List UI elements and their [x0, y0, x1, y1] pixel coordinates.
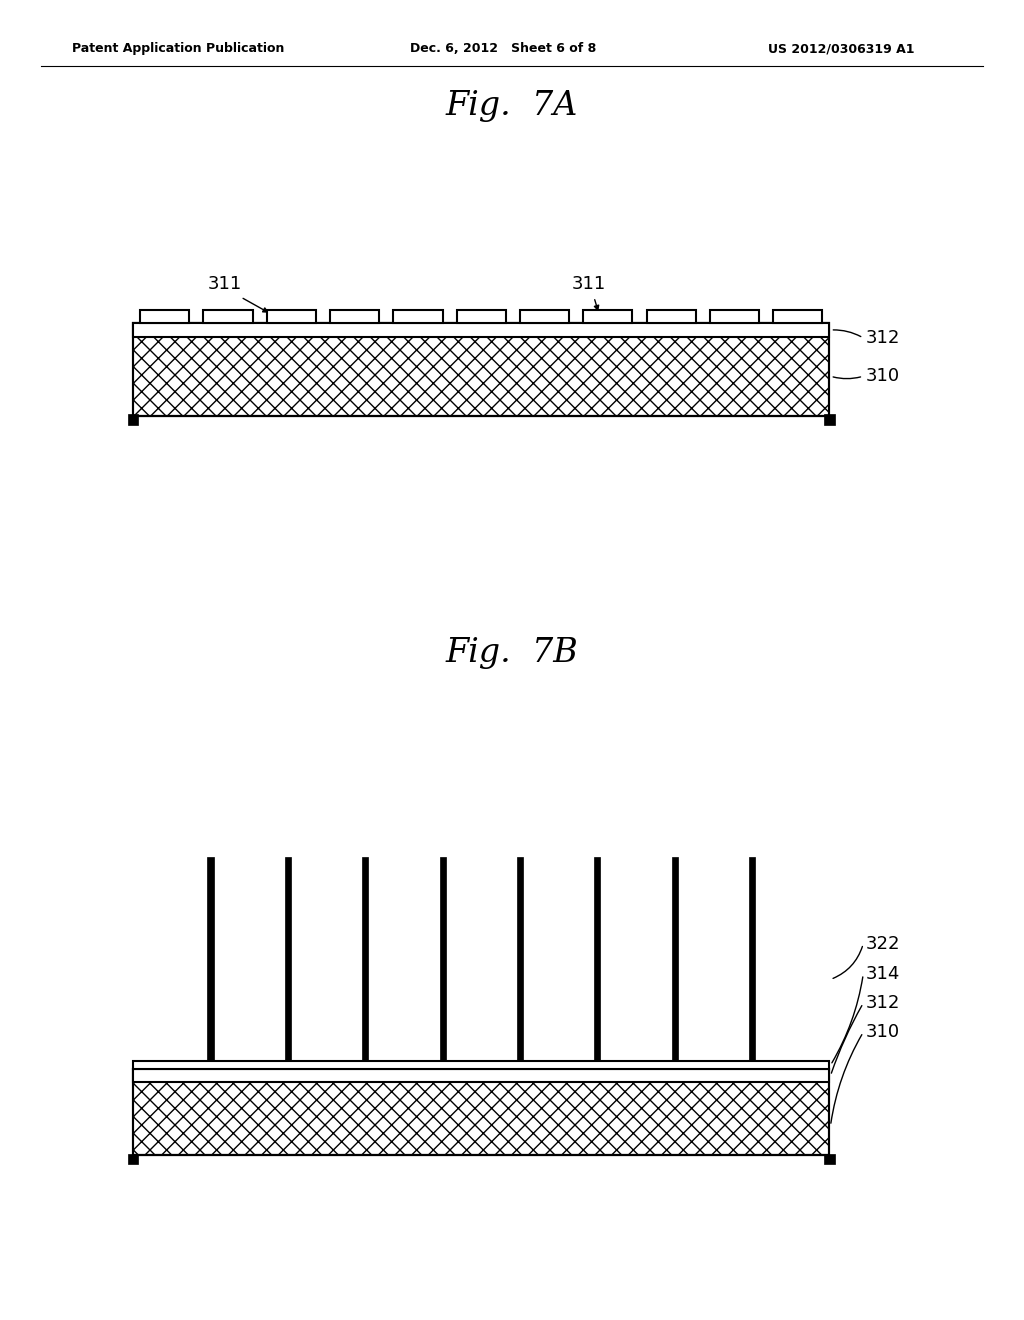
- Bar: [133, 1069, 829, 1082]
- Bar: [133, 323, 829, 416]
- Bar: [594, 857, 600, 1061]
- Bar: [267, 310, 316, 323]
- Text: 311: 311: [571, 275, 606, 293]
- Bar: [133, 1069, 829, 1155]
- Bar: [393, 310, 442, 323]
- Text: 312: 312: [865, 329, 900, 347]
- Text: Dec. 6, 2012   Sheet 6 of 8: Dec. 6, 2012 Sheet 6 of 8: [410, 42, 596, 55]
- Text: 322: 322: [865, 935, 900, 953]
- Bar: [773, 310, 822, 323]
- Bar: [133, 1069, 829, 1155]
- Bar: [672, 857, 678, 1061]
- Bar: [128, 1154, 138, 1164]
- Text: Fig.  7A: Fig. 7A: [445, 90, 579, 121]
- Text: Fig.  7B: Fig. 7B: [445, 638, 579, 669]
- Bar: [285, 857, 291, 1061]
- Bar: [204, 310, 253, 323]
- Bar: [646, 310, 695, 323]
- Bar: [140, 310, 189, 323]
- Bar: [133, 323, 829, 416]
- Bar: [824, 414, 835, 425]
- Bar: [133, 1061, 829, 1069]
- Text: 310: 310: [865, 1023, 899, 1041]
- Bar: [584, 310, 633, 323]
- Bar: [824, 1154, 835, 1164]
- Text: Patent Application Publication: Patent Application Publication: [72, 42, 284, 55]
- Bar: [439, 857, 445, 1061]
- Bar: [208, 857, 214, 1061]
- Bar: [710, 310, 759, 323]
- Bar: [457, 310, 506, 323]
- Text: 310: 310: [865, 367, 899, 385]
- Text: 314: 314: [865, 965, 900, 983]
- Text: 311: 311: [208, 275, 243, 293]
- Bar: [128, 414, 138, 425]
- Text: 312: 312: [865, 994, 900, 1012]
- Text: US 2012/0306319 A1: US 2012/0306319 A1: [768, 42, 914, 55]
- Bar: [749, 857, 755, 1061]
- Bar: [133, 323, 829, 337]
- Bar: [362, 857, 369, 1061]
- Bar: [517, 857, 523, 1061]
- Bar: [330, 310, 379, 323]
- Bar: [520, 310, 569, 323]
